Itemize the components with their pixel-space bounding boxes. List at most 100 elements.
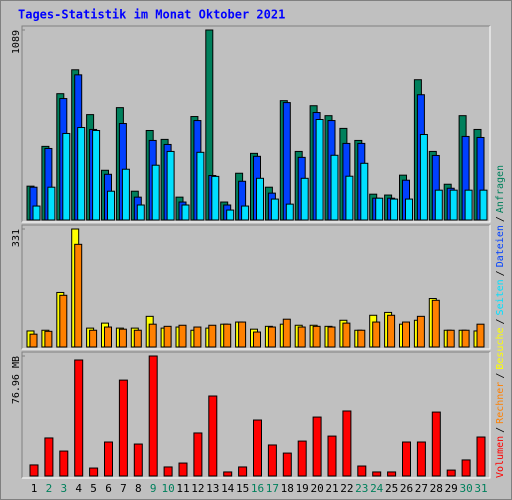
bar bbox=[476, 323, 485, 348]
bar bbox=[297, 326, 306, 348]
bar bbox=[461, 459, 471, 477]
x-tick-label: 10 bbox=[161, 482, 174, 495]
bar bbox=[312, 416, 322, 477]
bar bbox=[163, 325, 172, 348]
chart-title: Tages-Statistik im Monat Oktober 2021 bbox=[18, 8, 285, 22]
bar bbox=[282, 102, 291, 221]
bar bbox=[479, 189, 488, 221]
x-tick-label: 20 bbox=[310, 482, 323, 495]
bar bbox=[387, 314, 396, 348]
bar bbox=[193, 432, 203, 477]
bar bbox=[89, 329, 98, 348]
bar bbox=[104, 441, 113, 477]
bar bbox=[476, 436, 486, 477]
bar bbox=[282, 318, 291, 348]
bar bbox=[29, 464, 39, 477]
bar bbox=[148, 355, 158, 477]
bar bbox=[163, 466, 173, 477]
bar bbox=[285, 203, 294, 221]
bar bbox=[238, 321, 247, 348]
bar bbox=[89, 467, 99, 477]
x-tick-label: 15 bbox=[236, 482, 249, 495]
bar bbox=[136, 204, 145, 221]
panel-border bbox=[22, 225, 491, 350]
bar bbox=[446, 329, 455, 348]
bar bbox=[449, 189, 458, 221]
x-tick-label: 1 bbox=[31, 482, 38, 495]
bar bbox=[312, 325, 321, 348]
x-tick-label: 26 bbox=[400, 482, 413, 495]
bar bbox=[104, 326, 112, 348]
bar bbox=[372, 321, 381, 348]
bar bbox=[345, 175, 354, 221]
x-tick-label: 7 bbox=[120, 482, 127, 495]
x-tick-label: 30 bbox=[459, 482, 472, 495]
legend-entry: Anfragen bbox=[495, 165, 506, 213]
bar bbox=[208, 324, 217, 348]
legend-separator: / bbox=[495, 373, 506, 379]
x-tick-label: 9 bbox=[150, 482, 157, 495]
x-tick-label: 2 bbox=[46, 482, 53, 495]
bar bbox=[211, 175, 220, 221]
bar bbox=[92, 129, 101, 221]
bar bbox=[434, 189, 443, 221]
bar bbox=[181, 204, 190, 221]
bar bbox=[270, 198, 279, 221]
bar bbox=[416, 441, 426, 477]
bar bbox=[59, 450, 69, 477]
bar bbox=[62, 132, 71, 221]
bar bbox=[267, 326, 276, 348]
legend-entry: Volumen bbox=[495, 436, 506, 478]
legend-entry: Besuche bbox=[495, 327, 506, 369]
bar bbox=[151, 164, 160, 221]
x-tick-label: 3 bbox=[60, 482, 67, 495]
bar bbox=[402, 441, 411, 477]
bar bbox=[282, 452, 292, 477]
y-tick-label: 76.96 MB bbox=[11, 356, 22, 404]
bar bbox=[77, 127, 86, 221]
bar bbox=[267, 444, 277, 477]
bar bbox=[121, 168, 130, 221]
x-tick-label: 16 bbox=[251, 482, 264, 495]
bar bbox=[297, 440, 307, 477]
bar bbox=[461, 329, 470, 348]
bar bbox=[357, 329, 366, 348]
bar bbox=[390, 198, 399, 221]
bar bbox=[74, 359, 84, 477]
bar bbox=[387, 471, 397, 477]
x-tick-label: 24 bbox=[370, 482, 384, 495]
bar bbox=[360, 162, 369, 221]
bar bbox=[107, 190, 115, 221]
x-tick-label: 28 bbox=[430, 482, 443, 495]
x-tick-label: 23 bbox=[355, 482, 368, 495]
bar bbox=[193, 326, 202, 348]
legend-separator: / bbox=[495, 318, 506, 324]
bar bbox=[241, 205, 250, 221]
bar bbox=[44, 330, 53, 348]
x-tick-label: 12 bbox=[191, 482, 204, 495]
bar bbox=[133, 329, 142, 348]
bar bbox=[178, 462, 188, 477]
panel-border bbox=[21, 224, 490, 349]
y-tick-label: 331 bbox=[11, 229, 22, 247]
x-tick-label: 21 bbox=[325, 482, 338, 495]
bar bbox=[419, 134, 428, 221]
panel-border bbox=[21, 351, 490, 478]
bar bbox=[431, 299, 440, 348]
bar bbox=[405, 198, 413, 221]
bar bbox=[300, 177, 309, 221]
bar bbox=[148, 323, 157, 348]
bar bbox=[44, 437, 54, 477]
bar bbox=[357, 465, 367, 477]
bar bbox=[342, 322, 351, 348]
bar bbox=[118, 379, 128, 477]
bar bbox=[47, 186, 56, 221]
bar bbox=[32, 205, 41, 221]
bar bbox=[74, 243, 83, 348]
bar bbox=[166, 150, 175, 221]
bar bbox=[256, 177, 264, 221]
legend-separator: / bbox=[495, 216, 506, 222]
bar bbox=[342, 410, 352, 477]
bar bbox=[446, 469, 456, 477]
